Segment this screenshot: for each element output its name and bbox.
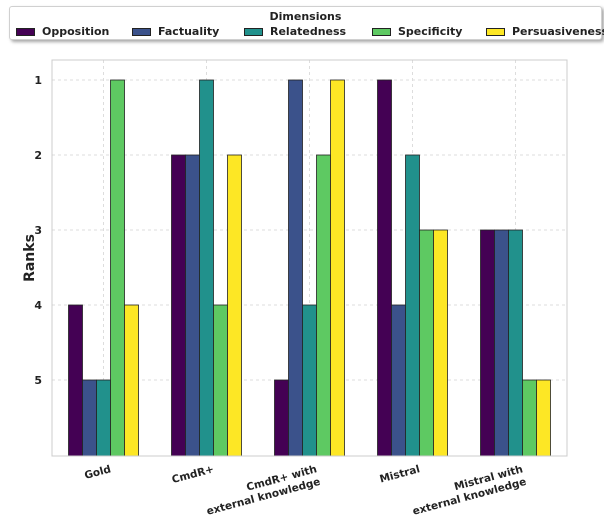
x-tick-label: Mistral [378, 463, 421, 485]
bar-persuasiveness-1 [227, 154, 242, 457]
bar-factuality-4 [494, 229, 509, 457]
bar-opposition-1 [171, 154, 186, 457]
bar-persuasiveness-3 [433, 229, 448, 457]
bar-relatedness-3 [405, 154, 420, 457]
x-tick-labels: Gold CmdR+ CmdR+ withexternal knowledge Mis… [83, 463, 528, 517]
bar-persuasiveness-0 [124, 304, 139, 457]
x-tick-label: Gold [83, 463, 112, 482]
x-tick-label: Mistral withexternal knowledge [408, 463, 528, 517]
x-tick-label: CmdR+ withexternal knowledge [202, 463, 322, 517]
legend-title: Dimensions [269, 10, 342, 23]
legend-item-opposition: Opposition [16, 25, 109, 38]
legend-item-relatedness: Relatedness [244, 25, 346, 38]
legend-label-opposition: Opposition [42, 25, 110, 38]
bar-factuality-1 [185, 154, 200, 457]
bar-specificity-0 [110, 79, 125, 457]
legend-item-factuality: Factuality [132, 25, 219, 38]
bar-specificity-3 [419, 229, 434, 457]
y-tick-label: 3 [34, 224, 42, 237]
bar-relatedness-2 [302, 304, 317, 457]
bar-factuality-2 [288, 79, 303, 457]
y-tick-label: 1 [34, 74, 42, 87]
bar-relatedness-0 [96, 379, 111, 457]
bar-persuasiveness-4 [536, 379, 551, 457]
bar-specificity-2 [316, 154, 331, 457]
legend-swatch-specificity [372, 27, 391, 36]
legend-swatch-relatedness [244, 27, 263, 36]
y-tick-label: 2 [34, 149, 42, 162]
bar-opposition-4 [480, 229, 495, 457]
y-tick-labels: 1 2 3 4 5 [34, 74, 42, 387]
bar-opposition-0 [68, 304, 83, 457]
bar-factuality-3 [391, 304, 406, 457]
plot-frame [51, 59, 568, 457]
y-tick-label: 4 [34, 299, 42, 312]
bar-persuasiveness-2 [330, 79, 345, 457]
chart-legend: Dimensions Opposition Factuality Related… [9, 6, 604, 40]
bar-relatedness-1 [199, 79, 214, 457]
bar-specificity-4 [522, 379, 537, 457]
legend-label-specificity: Specificity [398, 25, 463, 38]
legend-swatch-factuality [132, 27, 151, 36]
bar-factuality-0 [82, 379, 97, 457]
bar-opposition-3 [377, 79, 392, 457]
y-tick-label: 5 [34, 374, 42, 387]
bar-relatedness-4 [508, 229, 523, 457]
legend-label-factuality: Factuality [158, 25, 220, 38]
legend-item-persuasiveness: Persuasiveness [486, 25, 604, 38]
y-axis-label: Ranks [22, 234, 38, 282]
bar-specificity-1 [213, 304, 228, 457]
x-tick-label: CmdR+ [171, 463, 216, 486]
legend-swatch-opposition [16, 27, 35, 36]
legend-item-specificity: Specificity [372, 25, 462, 38]
legend-swatch-persuasiveness [486, 27, 505, 36]
legend-label-relatedness: Relatedness [270, 25, 347, 38]
bar-opposition-2 [274, 379, 289, 457]
legend-label-persuasiveness: Persuasiveness [512, 25, 604, 38]
bars [68, 79, 551, 457]
